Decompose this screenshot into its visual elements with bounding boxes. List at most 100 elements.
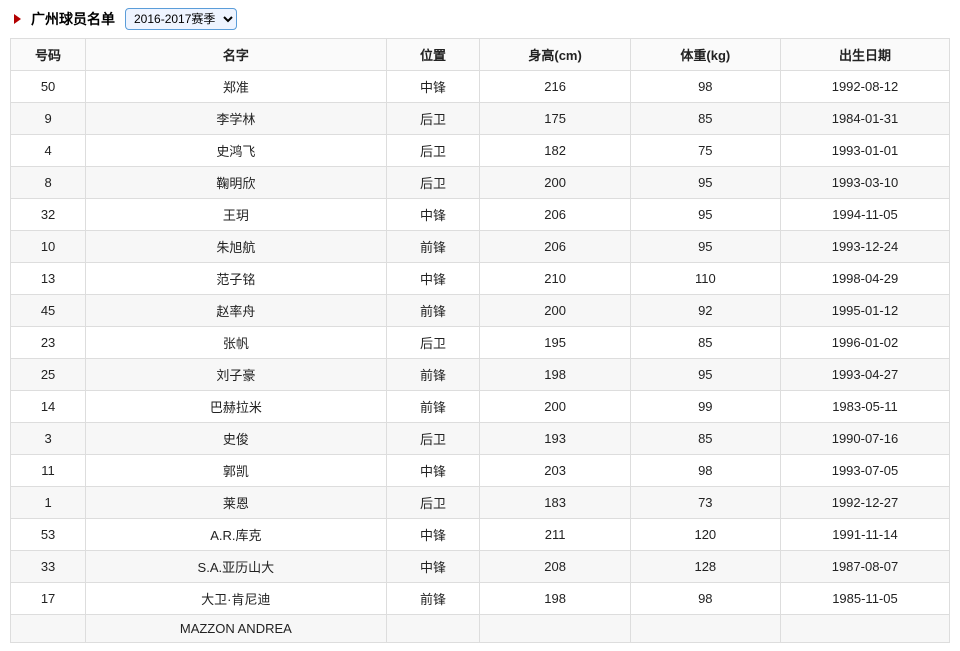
table-cell: 120	[630, 519, 780, 551]
column-header: 身高(cm)	[480, 39, 630, 71]
table-row: 13范子铭中锋2101101998-04-29	[11, 263, 950, 295]
column-header: 号码	[11, 39, 86, 71]
table-cell: 鞠明欣	[86, 167, 386, 199]
table-cell: MAZZON ANDREA	[86, 615, 386, 643]
page-title: 广州球员名单	[31, 9, 115, 29]
table-cell: 73	[630, 487, 780, 519]
table-cell: 张帆	[86, 327, 386, 359]
table-cell: 98	[630, 583, 780, 615]
table-cell: 200	[480, 391, 630, 423]
table-cell: 10	[11, 231, 86, 263]
season-select[interactable]: 2016-2017赛季	[125, 8, 237, 30]
table-cell: 85	[630, 103, 780, 135]
table-cell: 1985-11-05	[780, 583, 949, 615]
table-cell: 前锋	[386, 295, 480, 327]
table-cell: 193	[480, 423, 630, 455]
table-head: 号码名字位置身高(cm)体重(kg)出生日期	[11, 39, 950, 71]
table-cell: 32	[11, 199, 86, 231]
table-cell: 13	[11, 263, 86, 295]
table-cell: 195	[480, 327, 630, 359]
table-cell: 后卫	[386, 167, 480, 199]
table-cell: 后卫	[386, 103, 480, 135]
table-cell: 110	[630, 263, 780, 295]
table-row: 50郑准中锋216981992-08-12	[11, 71, 950, 103]
table-cell: 17	[11, 583, 86, 615]
table-cell: 95	[630, 231, 780, 263]
table-cell: 前锋	[386, 231, 480, 263]
table-cell: 3	[11, 423, 86, 455]
table-cell: 25	[11, 359, 86, 391]
table-cell: 王玥	[86, 199, 386, 231]
table-cell: 182	[480, 135, 630, 167]
table-cell: 郭凯	[86, 455, 386, 487]
table-row: MAZZON ANDREA	[11, 615, 950, 643]
table-cell: 1993-01-01	[780, 135, 949, 167]
column-header: 体重(kg)	[630, 39, 780, 71]
table-row: 10朱旭航前锋206951993-12-24	[11, 231, 950, 263]
table-cell: 后卫	[386, 423, 480, 455]
roster-table: 号码名字位置身高(cm)体重(kg)出生日期 50郑准中锋216981992-0…	[10, 38, 950, 643]
table-cell	[11, 615, 86, 643]
table-row: 14巴赫拉米前锋200991983-05-11	[11, 391, 950, 423]
table-cell: 中锋	[386, 551, 480, 583]
table-cell: 中锋	[386, 455, 480, 487]
table-cell: 53	[11, 519, 86, 551]
table-row: 53A.R.库克中锋2111201991-11-14	[11, 519, 950, 551]
table-cell: 99	[630, 391, 780, 423]
table-cell: 210	[480, 263, 630, 295]
table-cell: 85	[630, 327, 780, 359]
table-cell: 郑准	[86, 71, 386, 103]
table-cell: 莱恩	[86, 487, 386, 519]
table-cell: 33	[11, 551, 86, 583]
table-cell: 史俊	[86, 423, 386, 455]
table-cell: 刘子豪	[86, 359, 386, 391]
table-cell: 1998-04-29	[780, 263, 949, 295]
table-cell: 95	[630, 167, 780, 199]
table-cell: 1996-01-02	[780, 327, 949, 359]
table-body: 50郑准中锋216981992-08-129李学林后卫175851984-01-…	[11, 71, 950, 643]
table-row: 33S.A.亚历山大中锋2081281987-08-07	[11, 551, 950, 583]
table-cell: 1987-08-07	[780, 551, 949, 583]
table-cell: 大卫·肯尼迪	[86, 583, 386, 615]
table-cell	[386, 615, 480, 643]
table-cell: 范子铭	[86, 263, 386, 295]
table-cell: 1993-07-05	[780, 455, 949, 487]
table-cell: 1993-04-27	[780, 359, 949, 391]
table-cell: 1	[11, 487, 86, 519]
table-cell: 1990-07-16	[780, 423, 949, 455]
table-row: 4史鸿飞后卫182751993-01-01	[11, 135, 950, 167]
table-cell: 1984-01-31	[780, 103, 949, 135]
table-cell: 95	[630, 359, 780, 391]
triangle-icon	[14, 14, 21, 24]
table-cell: 巴赫拉米	[86, 391, 386, 423]
table-cell: 45	[11, 295, 86, 327]
table-cell: 中锋	[386, 263, 480, 295]
table-cell: 1992-12-27	[780, 487, 949, 519]
table-cell: 9	[11, 103, 86, 135]
table-cell: 1995-01-12	[780, 295, 949, 327]
table-cell: 1983-05-11	[780, 391, 949, 423]
table-cell: 后卫	[386, 487, 480, 519]
table-cell: 206	[480, 199, 630, 231]
table-cell: 前锋	[386, 359, 480, 391]
table-cell: 85	[630, 423, 780, 455]
table-cell	[630, 615, 780, 643]
table-cell: 23	[11, 327, 86, 359]
table-cell: 前锋	[386, 391, 480, 423]
table-cell: 75	[630, 135, 780, 167]
table-row: 17大卫·肯尼迪前锋198981985-11-05	[11, 583, 950, 615]
table-cell: 后卫	[386, 135, 480, 167]
table-cell: 1993-12-24	[780, 231, 949, 263]
table-cell: 1992-08-12	[780, 71, 949, 103]
table-cell	[480, 615, 630, 643]
table-cell: 198	[480, 583, 630, 615]
column-header: 位置	[386, 39, 480, 71]
table-cell: 198	[480, 359, 630, 391]
table-cell: 中锋	[386, 199, 480, 231]
table-row: 23张帆后卫195851996-01-02	[11, 327, 950, 359]
table-cell: 朱旭航	[86, 231, 386, 263]
table-cell: 211	[480, 519, 630, 551]
table-cell: 216	[480, 71, 630, 103]
table-cell: 206	[480, 231, 630, 263]
table-cell: 李学林	[86, 103, 386, 135]
